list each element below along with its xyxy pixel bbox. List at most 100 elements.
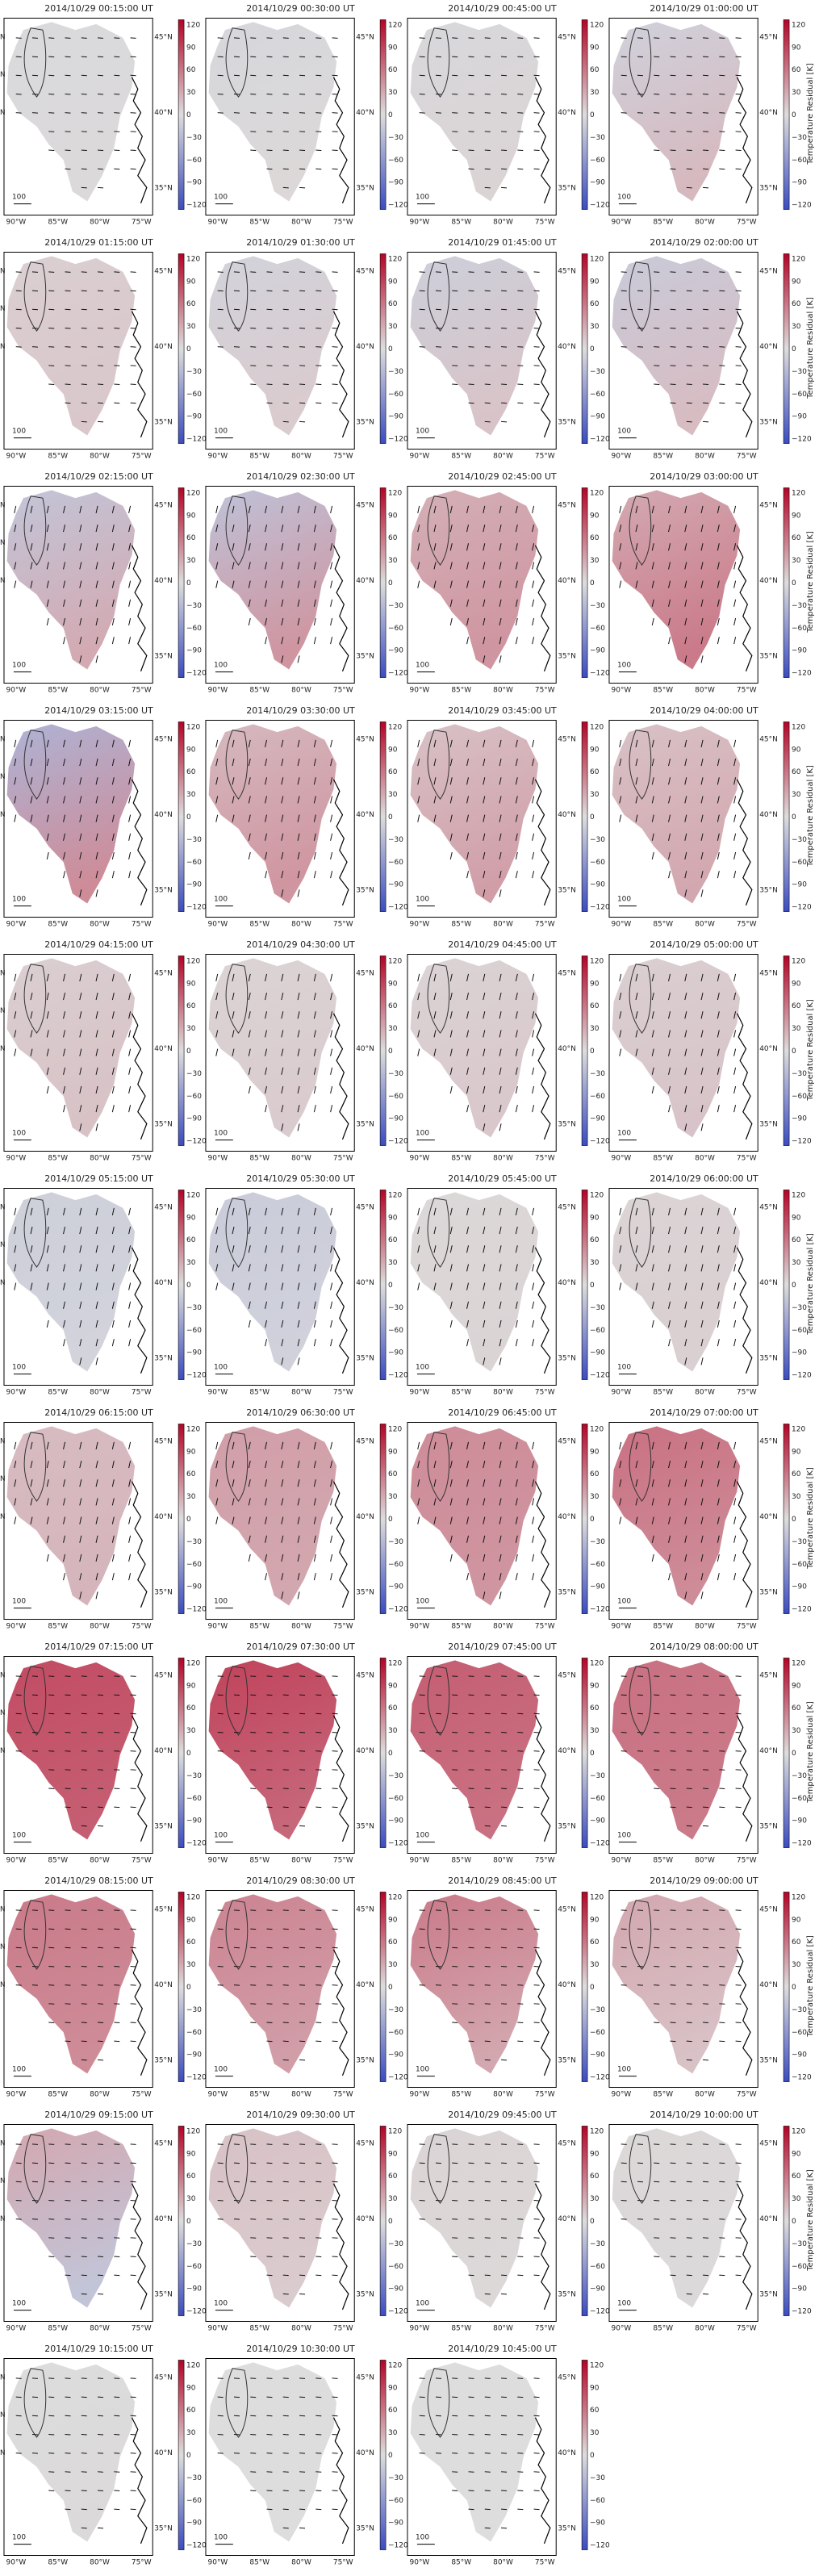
- colorbar-tick-label: 90: [590, 2150, 600, 2158]
- colorbar-tick-label: 90: [186, 44, 196, 52]
- lat-tick-label: 40°N: [154, 109, 173, 117]
- lat-tick-label: 45°N: [154, 1671, 173, 1679]
- colorbar: [380, 1424, 386, 1614]
- colorbar-tick-label: 0: [792, 1984, 796, 1992]
- lon-tick-label: 90°W: [6, 1388, 27, 1396]
- lon-tick-label: 80°W: [493, 1622, 513, 1630]
- colorbar-tick-label: −60: [590, 2029, 605, 2037]
- colorbar-tick-label: −60: [186, 2263, 202, 2271]
- lon-tick-label: 85°W: [249, 2558, 270, 2566]
- lat-tick-label: 35°N: [558, 1823, 576, 1831]
- colorbar-tick-label: −60: [388, 157, 403, 165]
- edge-lat-label: N: [0, 539, 6, 547]
- lon-tick-label: 75°W: [333, 920, 353, 928]
- lon-tick-label: 75°W: [333, 1388, 353, 1396]
- colorbar-tick-label: 120: [388, 21, 402, 29]
- colorbar-tick-label: 30: [792, 1259, 801, 1267]
- lat-tick-label: 45°N: [558, 969, 576, 977]
- colorbar-tick-label: 120: [792, 255, 805, 263]
- colorbar: [783, 1424, 789, 1614]
- lon-tick-label: 85°W: [48, 1388, 68, 1396]
- edge-lat-label: N: [0, 811, 6, 819]
- colorbar-tick-label: 30: [590, 1259, 600, 1267]
- colorbar-tick-label: 120: [186, 2127, 200, 2135]
- lat-tick-label: 35°N: [356, 185, 374, 193]
- colorbar-tick-label: −30: [388, 1538, 403, 1546]
- lon-tick-label: 90°W: [208, 2324, 228, 2332]
- lon-tick-label: 85°W: [249, 1388, 270, 1396]
- colorbar-tick-label: 120: [186, 21, 200, 29]
- colorbar-tick-label: −60: [186, 859, 202, 867]
- wind-scale-label: 100: [214, 1130, 228, 1138]
- wind-scale-label: 100: [617, 2300, 631, 2308]
- colorbar-tick-label: −90: [186, 413, 202, 421]
- colorbar-tick-label: 30: [388, 2429, 398, 2437]
- lat-tick-label: 45°N: [558, 1671, 576, 1679]
- colorbar-tick-label: 120: [186, 1893, 200, 1901]
- colorbar: [380, 1892, 386, 2082]
- lon-tick-label: 75°W: [737, 452, 757, 460]
- colorbar-tick-label: 120: [388, 1191, 402, 1199]
- colorbar-tick-label: 120: [590, 723, 604, 731]
- lat-tick-label: 45°N: [356, 33, 374, 41]
- colorbar-tick-label: −30: [590, 602, 605, 610]
- colorbar-tick-label: −90: [388, 413, 403, 421]
- edge-lat-label: N: [0, 969, 6, 977]
- lon-tick-label: 75°W: [535, 1856, 555, 1864]
- lon-tick-label: 75°W: [333, 2558, 353, 2566]
- wind-scale-label: 100: [617, 896, 631, 904]
- edge-lat-label: N: [0, 305, 6, 313]
- colorbar-tick-label: 120: [388, 1659, 402, 1667]
- colorbar-tick-label: 120: [186, 723, 200, 731]
- colorbar-tick-label: 30: [186, 323, 196, 331]
- lon-tick-label: 80°W: [291, 2558, 311, 2566]
- colorbar-tick-label: 60: [388, 534, 398, 542]
- colorbar-tick-label: −90: [590, 2520, 605, 2528]
- colorbar-tick-label: −60: [792, 859, 807, 867]
- lat-tick-label: 45°N: [759, 501, 778, 509]
- colorbar-tick-label: 0: [186, 1516, 191, 1524]
- colorbar-tick-label: −90: [186, 1349, 202, 1357]
- lon-tick-label: 80°W: [90, 452, 110, 460]
- lat-tick-label: 35°N: [558, 1589, 576, 1597]
- colorbar-tick-label: 90: [590, 278, 600, 286]
- lon-tick-label: 90°W: [410, 452, 430, 460]
- colorbar-tick-label: −90: [388, 881, 403, 889]
- lat-tick-label: 45°N: [558, 1905, 576, 1913]
- colorbar-tick-label: −60: [792, 2029, 807, 2037]
- colorbar-tick-label: 60: [388, 66, 398, 74]
- lon-tick-label: 80°W: [493, 1856, 513, 1864]
- lat-tick-label: 45°N: [558, 267, 576, 275]
- lat-tick-label: 40°N: [558, 109, 576, 117]
- wind-scale-label: 100: [617, 2066, 631, 2074]
- lat-tick-label: 45°N: [154, 1203, 173, 1211]
- colorbar-tick-label: 0: [388, 2218, 393, 2226]
- colorbar-tick-label: 90: [388, 1916, 398, 1924]
- lon-tick-label: 75°W: [535, 686, 555, 694]
- wind-scale-label: 100: [214, 662, 228, 670]
- colorbar-tick-label: 0: [186, 1048, 191, 1056]
- colorbar-tick-label: 120: [590, 489, 604, 497]
- colorbar-tick-label: 90: [388, 980, 398, 988]
- colorbar-tick-label: −30: [590, 836, 605, 844]
- colorbar-tick-label: −60: [388, 1561, 403, 1569]
- lat-tick-label: 35°N: [154, 1121, 173, 1129]
- lon-tick-label: 75°W: [535, 218, 555, 226]
- colorbar-tick-label: 30: [590, 1025, 600, 1033]
- colorbar: [783, 2126, 789, 2316]
- lon-tick-label: 90°W: [208, 2090, 228, 2098]
- colorbar-tick-label: −90: [590, 2051, 605, 2060]
- colorbar-tick-label: −90: [792, 1349, 807, 1357]
- colorbar-tick-label: 120: [388, 723, 402, 731]
- lat-tick-label: 35°N: [759, 1589, 778, 1597]
